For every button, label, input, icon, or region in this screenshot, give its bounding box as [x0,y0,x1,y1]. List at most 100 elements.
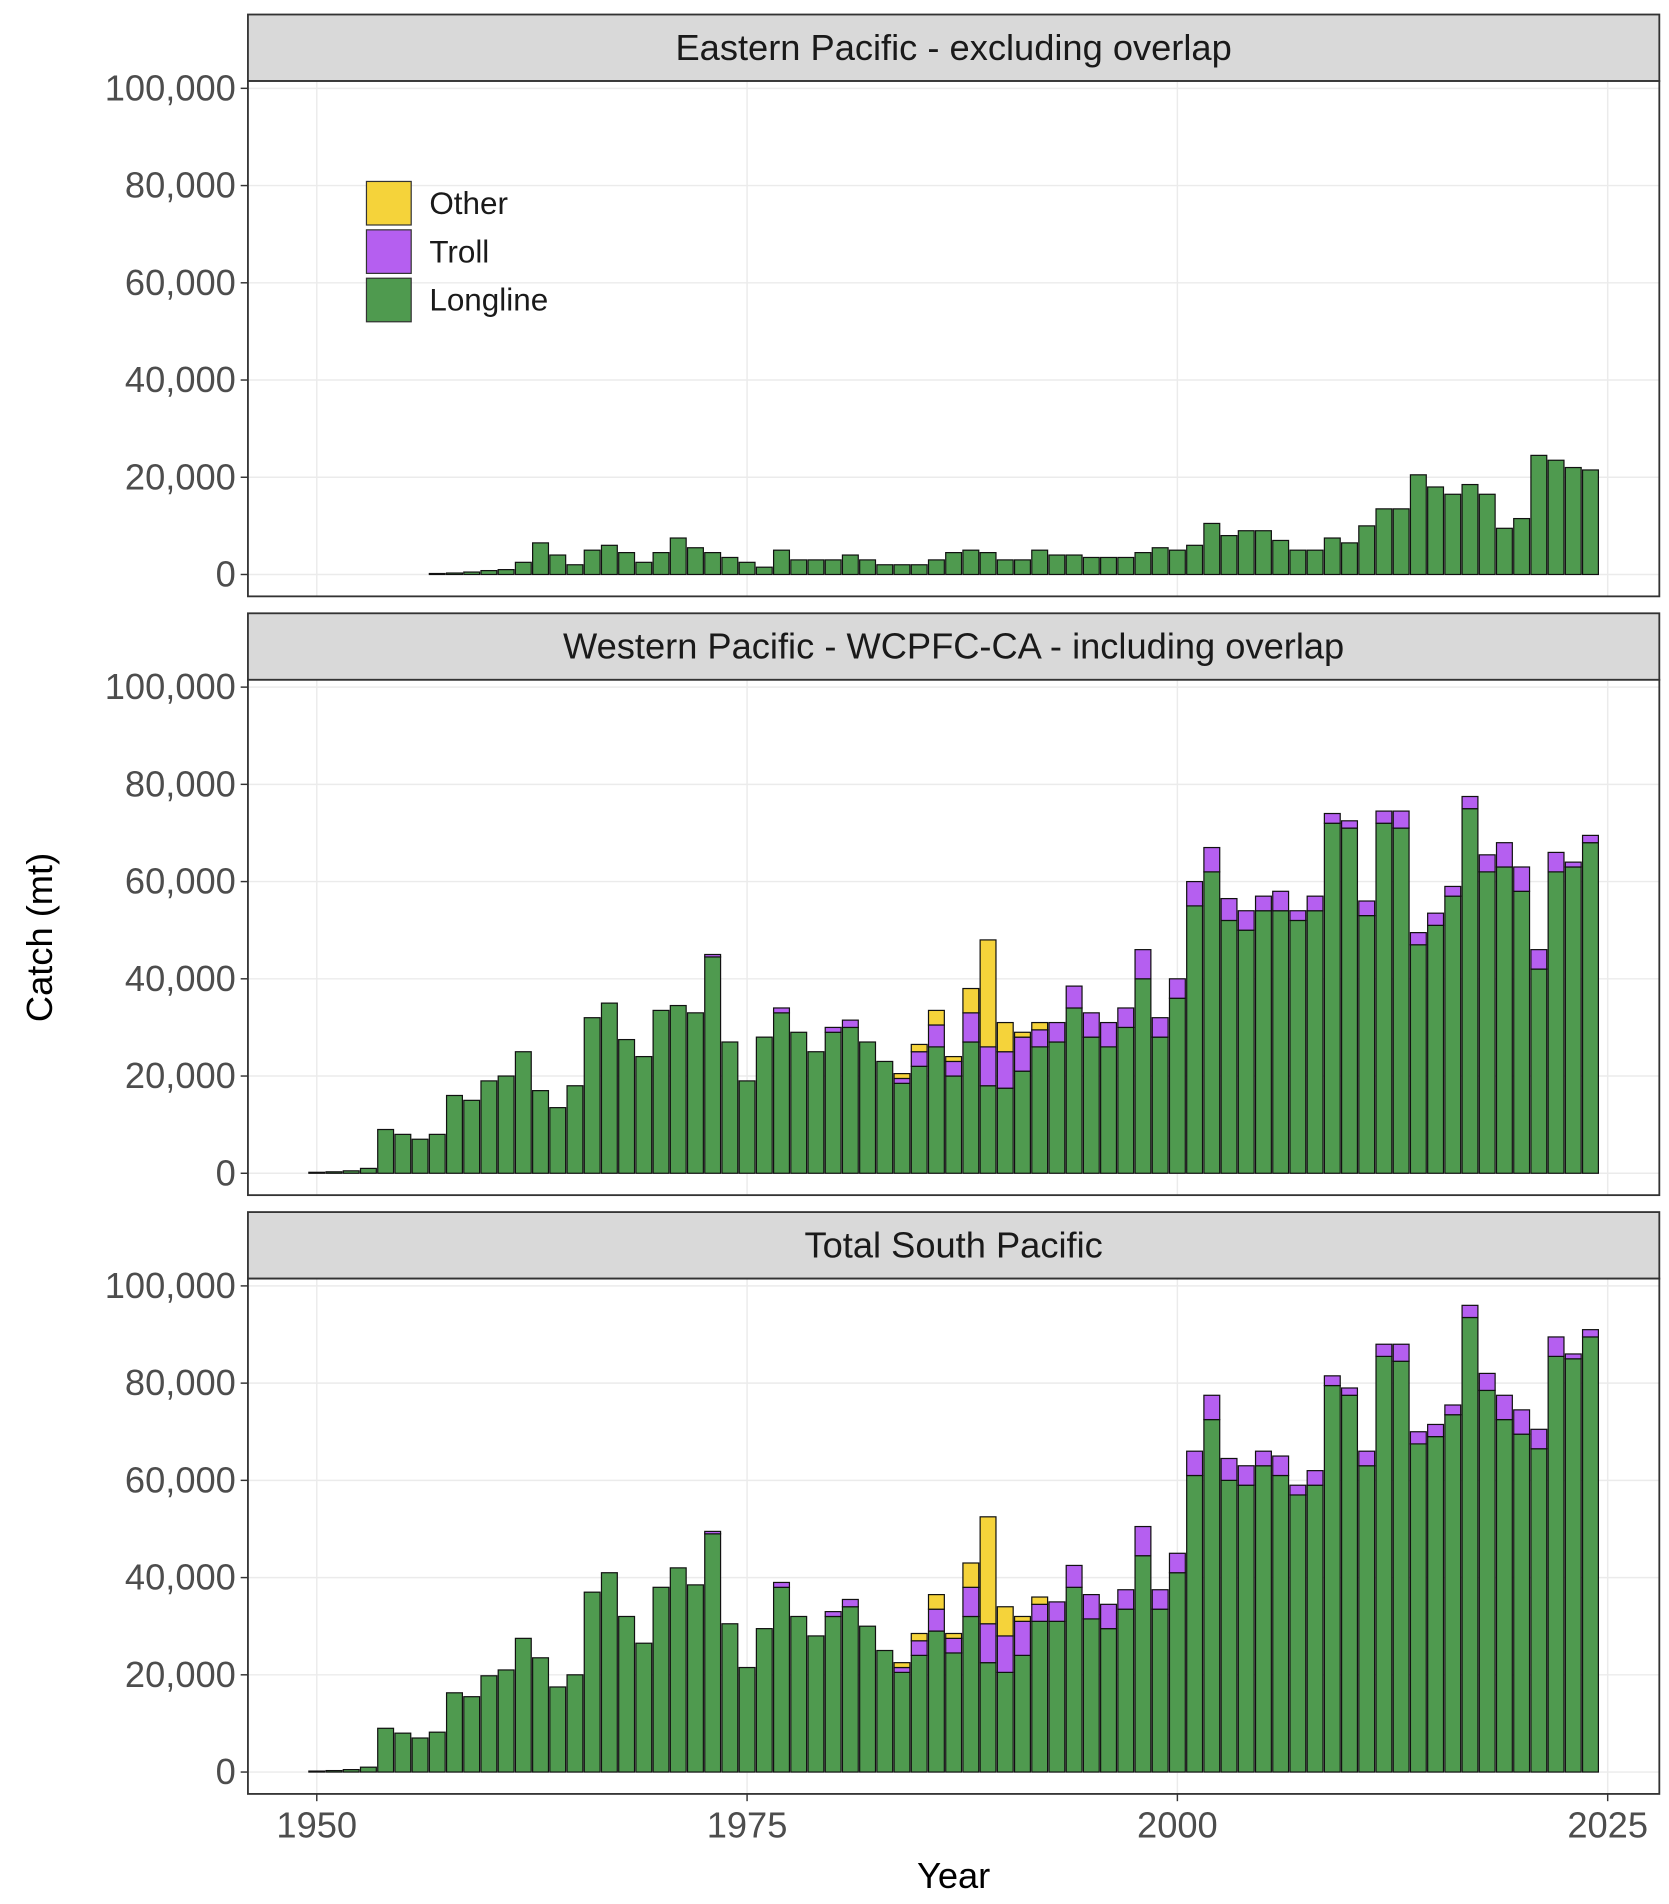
bar [566,1085,584,1174]
bar [1134,949,1152,980]
bar [1220,1457,1238,1481]
bar [635,561,653,576]
bar [1581,834,1599,844]
bar [1564,866,1582,1174]
bar [1289,1494,1307,1773]
bar [1564,466,1582,576]
bar [1013,1070,1031,1174]
bar [1186,1474,1204,1773]
bar [790,559,808,576]
bar [1186,544,1204,576]
y-tick-label: 60,000 [125,861,236,902]
bar [1082,1618,1100,1773]
bar [1564,1353,1582,1360]
bar [600,544,618,576]
legend-label: Longline [429,283,548,318]
bar [893,1082,911,1174]
bar [910,1640,928,1656]
bar [514,561,532,576]
bar [1306,1470,1324,1486]
bar [1100,1046,1118,1174]
bar [1495,527,1513,576]
bar [1031,1603,1049,1622]
bar [549,1107,567,1174]
bar [497,1075,515,1174]
bar [945,1060,963,1077]
bar [1409,1431,1427,1445]
bar [807,1051,825,1174]
bar [1117,1608,1135,1773]
bar [1134,552,1152,576]
bar [910,1065,928,1174]
bar [1340,820,1359,829]
bar [979,1085,997,1174]
bar [308,1171,326,1174]
bar [1478,871,1496,1174]
bar [1031,1596,1049,1605]
bar [1254,1465,1272,1773]
bar [1444,895,1462,1174]
y-tick-label: 100,000 [105,666,236,707]
bar [1340,1394,1359,1773]
bar [893,1662,911,1669]
bar [876,564,894,576]
bar [1100,1603,1118,1630]
y-tick-label: 80,000 [125,165,236,206]
bar [1530,1428,1548,1450]
bar [1461,1316,1479,1773]
bar [996,1021,1014,1053]
bar [1564,861,1582,868]
bar [772,1012,791,1174]
bar [600,1572,618,1773]
bar [1513,1409,1531,1435]
bar [1100,1021,1118,1048]
y-tick-label: 20,000 [125,1055,236,1096]
bar [1031,1029,1049,1048]
bar [1013,559,1031,576]
bar [738,1666,756,1773]
bar [411,1138,429,1174]
legend-swatch [365,277,412,323]
bar [910,1043,928,1053]
panel-border [247,1277,1661,1795]
bar [532,1657,550,1773]
bar [721,1623,739,1773]
bar [1444,885,1462,897]
bar [1358,1450,1376,1467]
bar [1444,493,1462,576]
y-tick-label: 40,000 [125,1557,236,1598]
bar [841,1606,859,1773]
bar [618,1615,636,1773]
bar [979,552,997,576]
bar [910,1654,928,1773]
bar [893,1671,911,1773]
bar [927,1046,945,1174]
bar [1427,486,1445,576]
bar [945,1075,963,1174]
bar [1013,1654,1031,1773]
y-tick-label: 80,000 [125,763,236,804]
bar [1082,556,1100,576]
bar [1530,454,1548,576]
bar [1306,895,1324,912]
y-tick-label: 100,000 [105,1265,236,1306]
bar [1323,1375,1341,1387]
bar [618,552,636,576]
bar [1203,522,1221,576]
bar [841,1026,859,1174]
bar [480,569,498,576]
bar [755,1036,773,1174]
bar [1444,1414,1462,1773]
bar [824,559,842,576]
x-axis-title: Year [917,1855,990,1896]
bar [1117,1589,1135,1610]
bar [704,956,722,1174]
bar [1082,1036,1100,1174]
bar [1323,822,1341,1174]
facet-strip [247,13,1661,82]
x-tick-label: 1950 [276,1804,357,1845]
bar [342,1769,360,1773]
bar [325,1769,343,1773]
bar [996,1635,1014,1673]
bar [377,1128,395,1174]
